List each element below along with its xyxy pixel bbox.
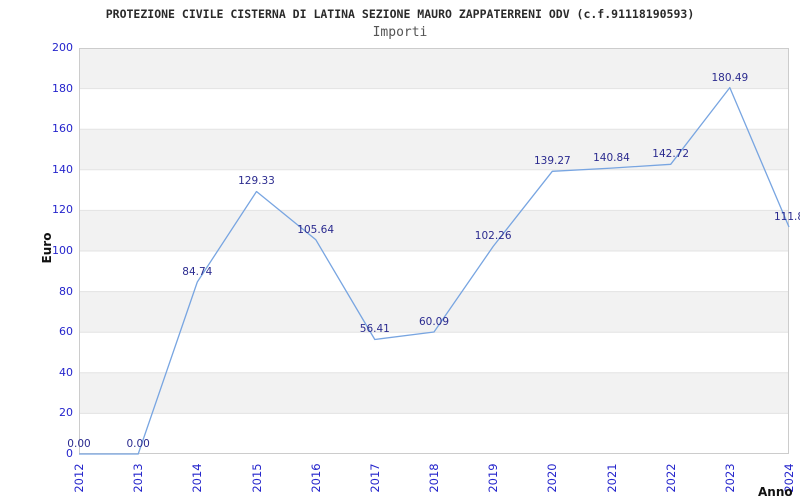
point-label: 139.27 [533,155,571,168]
point-label: 111.8 [773,211,800,224]
x-axis-title: Anno [758,485,793,499]
point-label: 0.00 [67,438,91,450]
y-tick-label: 100 [52,244,73,257]
x-tick-label: 2019 [486,463,501,493]
x-tick-label: 2013 [131,463,146,493]
point-label: 140.84 [593,152,630,165]
y-tick-label: 60 [59,325,73,339]
point-label: 0.00 [126,438,150,450]
plot-band [79,210,789,251]
x-tick-label: 2017 [367,463,382,493]
plot-band [79,372,789,414]
plot-band [79,129,789,170]
plot-band [79,88,789,130]
y-tick-label: 40 [59,365,73,379]
point-label: 180.49 [711,71,749,84]
plot-band [79,251,789,292]
x-tick-label: 2021 [604,463,619,493]
plot-area [79,48,790,455]
plot-border [79,48,789,454]
x-tick-label: 2014 [190,463,205,493]
point-label: 102.26 [474,230,512,243]
plot-band [79,48,789,89]
plot-svg [79,48,790,455]
chart-title: PROTEZIONE CIVILE CISTERNA DI LATINA SEZ… [105,7,695,21]
x-tick-label: 2018 [427,463,441,493]
plot-band [79,413,789,454]
chart-subtitle: Importi [372,25,428,40]
y-tick-label: 80 [59,284,73,298]
plot-band [79,332,789,373]
y-tick-label: 160 [52,122,73,136]
x-tick-label: 2012 [72,463,86,493]
point-label: 60.09 [418,316,450,329]
x-tick-label: 2023 [722,463,737,493]
y-tick-label: 200 [52,41,73,54]
plot-band [79,291,789,333]
point-label: 105.64 [297,223,335,236]
x-tick-label: 2022 [663,463,678,493]
y-tick-label: 120 [52,203,73,217]
plot-band [79,169,789,211]
data-line [79,86,790,455]
x-tick-label: 2016 [308,463,323,493]
y-tick-label: 180 [52,81,73,95]
point-label: 129.33 [238,175,275,188]
y-tick-label: 140 [52,162,73,176]
point-label: 142.72 [652,148,690,161]
x-tick-label: 2015 [249,463,264,493]
y-tick-label: 0 [66,447,73,460]
y-tick-label: 20 [59,406,73,420]
point-label: 84.74 [182,265,213,278]
x-tick-label: 2020 [545,463,560,493]
point-label: 56.41 [359,323,390,336]
